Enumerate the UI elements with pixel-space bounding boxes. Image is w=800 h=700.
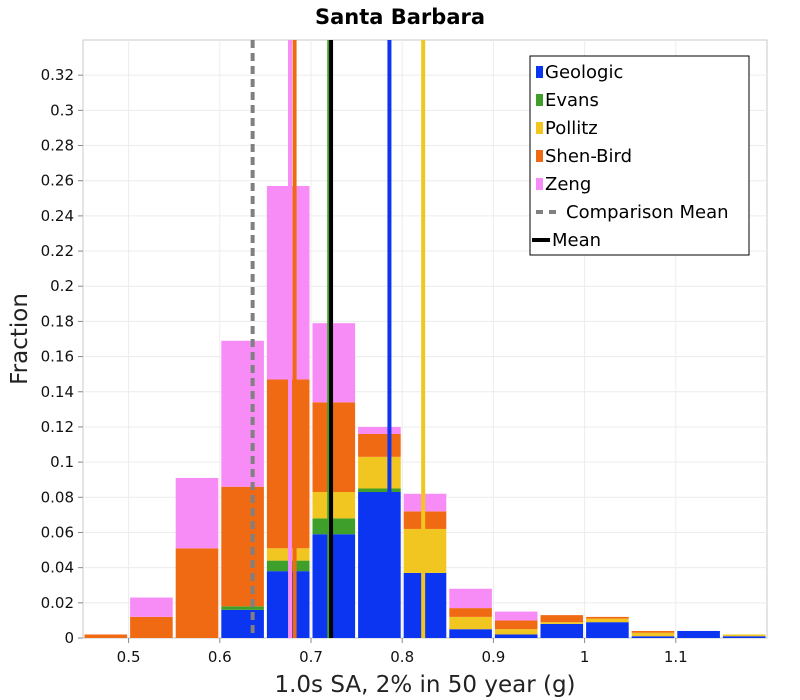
legend-label: Pollitz bbox=[545, 118, 598, 139]
legend-label: Zeng bbox=[545, 174, 591, 195]
legend-swatch bbox=[536, 150, 543, 162]
chart-title: Santa Barbara bbox=[315, 5, 485, 29]
y-tick-label: 0.06 bbox=[41, 523, 74, 541]
bar-segment-shen-bird bbox=[175, 548, 219, 638]
bar-segment-shen-bird bbox=[631, 630, 675, 633]
legend-swatch bbox=[536, 94, 543, 106]
bar-segment-shen-bird bbox=[312, 402, 356, 493]
x-tick-label: 0.9 bbox=[481, 648, 505, 666]
bar-segment-pollitz bbox=[358, 456, 401, 489]
bar-segment-shen-bird bbox=[540, 615, 584, 623]
legend-label: Comparison Mean bbox=[566, 202, 729, 223]
chart-legend: Geologic Evans Pollitz Shen-Bird Zeng Compari… bbox=[529, 55, 750, 256]
bar-segment-geologic bbox=[449, 629, 492, 638]
x-tick-label: 0.5 bbox=[117, 648, 141, 666]
bar-segment-shen-bird bbox=[449, 608, 492, 617]
bar-segment-pollitz bbox=[312, 492, 356, 519]
legend-label: Shen-Bird bbox=[545, 146, 632, 167]
y-tick-label: 0.04 bbox=[41, 559, 74, 577]
bar-segment-evans bbox=[221, 606, 264, 610]
y-tick-label: 0.26 bbox=[41, 172, 74, 190]
y-tick-label: 0.24 bbox=[41, 207, 74, 225]
bar-segment-pollitz bbox=[494, 629, 538, 635]
y-tick-label: 0.22 bbox=[41, 242, 74, 260]
bar-segment-zeng bbox=[221, 340, 264, 487]
bar-segment-evans bbox=[358, 488, 401, 493]
x-tick-label: 0.6 bbox=[208, 648, 232, 666]
bar-segment-pollitz bbox=[540, 622, 584, 624]
y-tick-label: 0.12 bbox=[41, 418, 74, 436]
legend-swatch bbox=[536, 122, 543, 134]
y-tick-label: 0.08 bbox=[41, 488, 74, 506]
y-tick-label: 0.02 bbox=[41, 594, 74, 612]
bar-segment-geologic bbox=[312, 534, 356, 638]
y-tick-label: 0.16 bbox=[41, 348, 74, 366]
legend-swatch bbox=[536, 178, 543, 190]
y-tick-label: 0.32 bbox=[41, 66, 74, 84]
bar-segment-geologic bbox=[540, 623, 584, 638]
x-axis-label: 1.0s SA, 2% in 50 year (g) bbox=[274, 672, 575, 698]
bar-segment-geologic bbox=[631, 636, 675, 638]
bar-segment-shen-bird bbox=[130, 616, 173, 638]
bar-segment-pollitz bbox=[586, 618, 629, 623]
x-tick-label: 0.7 bbox=[299, 648, 323, 666]
bar-segment-zeng bbox=[175, 477, 219, 549]
bar-segment-shen-bird bbox=[221, 486, 264, 607]
bar-segment-evans bbox=[312, 518, 356, 535]
legend-swatch bbox=[536, 66, 543, 78]
y-tick-label: 0.28 bbox=[41, 137, 74, 155]
y-tick-label: 0.14 bbox=[41, 383, 74, 401]
bar-segment-shen-bird bbox=[84, 634, 128, 638]
x-tick-label: 1.1 bbox=[664, 648, 688, 666]
y-axis-label: Fraction bbox=[7, 293, 33, 385]
bar-segment-pollitz bbox=[631, 632, 675, 637]
legend-box bbox=[529, 55, 750, 256]
bar-segment-geologic bbox=[722, 636, 766, 638]
bar-segment-geologic bbox=[221, 609, 264, 638]
legend-label: Mean bbox=[552, 230, 601, 251]
y-tick-label: 0.18 bbox=[41, 312, 74, 330]
bar-segment-geologic bbox=[494, 634, 538, 638]
bar-segment-zeng bbox=[358, 426, 401, 434]
bar-segment-geologic bbox=[677, 630, 720, 638]
y-axis-ticks: 0 0.02 0.04 0.06 0.08 0.1 0.12 0.14 0.16 0.18 0.2 0… bbox=[41, 66, 83, 647]
bar-segment-zeng bbox=[449, 588, 492, 609]
x-tick-label: 0.8 bbox=[390, 648, 414, 666]
y-tick-label: 0.2 bbox=[50, 277, 74, 295]
bar-segment-geologic bbox=[358, 492, 401, 638]
y-tick-label: 0.3 bbox=[50, 101, 74, 119]
x-axis-ticks: 0.5 0.6 0.7 0.8 0.9 1 1.1 bbox=[117, 638, 688, 666]
bar-segment-geologic bbox=[586, 622, 629, 638]
bar-segment-zeng bbox=[312, 323, 356, 403]
y-tick-label: 0.1 bbox=[50, 453, 74, 471]
bar-segment-shen-bird bbox=[358, 433, 401, 457]
bar-segment-zeng bbox=[130, 597, 173, 617]
bar-segment-shen-bird bbox=[494, 620, 538, 630]
bar-segment-pollitz bbox=[722, 634, 766, 637]
y-tick-label: 0 bbox=[64, 629, 74, 647]
legend-label: Geologic bbox=[545, 62, 623, 83]
legend-label: Evans bbox=[545, 90, 599, 111]
bar-segment-shen-bird bbox=[586, 616, 629, 619]
bar-segment-pollitz bbox=[449, 616, 492, 630]
mean-lines bbox=[250, 40, 426, 638]
x-tick-label: 1 bbox=[580, 648, 590, 666]
bar-segment-zeng bbox=[494, 611, 538, 621]
